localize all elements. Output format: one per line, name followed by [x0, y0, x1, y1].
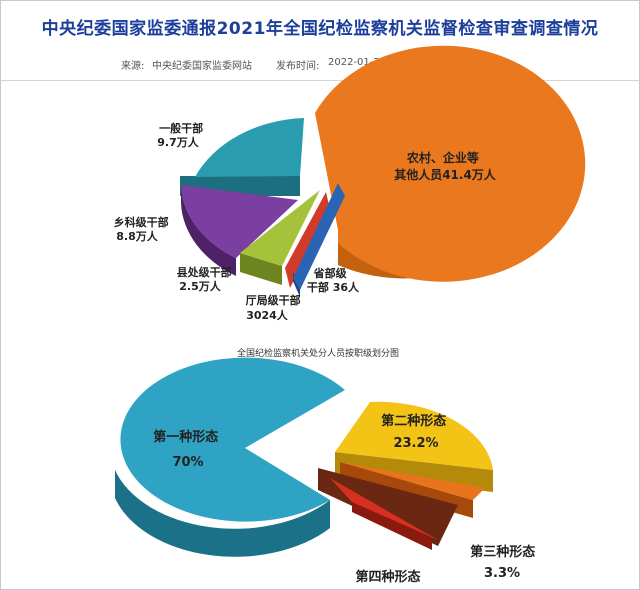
label-form1: 第一种形态 70%	[153, 429, 223, 470]
label-county-line1: 县处级干部	[177, 265, 232, 279]
slice-bureau	[285, 192, 330, 288]
slice-form2	[335, 401, 493, 470]
label-township: 乡科级干部 8.8万人	[114, 215, 173, 243]
label-form1-line1: 第一种形态	[153, 429, 218, 445]
label-form2: 第二种形态 23.2%	[381, 413, 451, 451]
label-township-line1: 乡科级干部	[114, 215, 169, 229]
label-bureau-line2: 3024人	[246, 308, 289, 322]
label-form2-line2: 23.2%	[393, 436, 438, 451]
slice-base	[318, 468, 458, 546]
label-rural: 农村、企业等 其他人员41.4万人	[394, 150, 497, 182]
label-bureau-line1: 厅局级干部	[246, 293, 301, 307]
label-general-line1: 一般干部	[159, 121, 203, 135]
slice-form1-side	[115, 470, 330, 557]
slice-form1	[120, 357, 345, 522]
slice-county-side	[240, 253, 282, 285]
source-label: 来源:	[121, 61, 145, 72]
label-form3-line2: 3.3%	[484, 566, 520, 581]
slice-township	[181, 185, 298, 258]
slice-township-side	[181, 185, 236, 276]
label-general: 一般干部 9.7万人	[157, 121, 207, 149]
label-ministerial-line2: 干部 36人	[307, 280, 360, 294]
label-bureau: 厅局级干部 3024人	[246, 293, 305, 322]
label-ministerial: 省部级 干部 36人	[307, 266, 360, 294]
slice-form3	[340, 462, 485, 500]
chart-caption: 全国纪检监察机关处分人员按职级划分图	[237, 347, 399, 359]
slice-form4	[330, 478, 438, 540]
label-ministerial-line1: 省部级	[313, 266, 348, 280]
slice-general	[195, 118, 304, 177]
label-form2-line1: 第二种形态	[381, 413, 446, 429]
label-form4: 第四种形态	[355, 569, 420, 585]
label-form4-line1: 第四种形态	[355, 569, 420, 585]
label-county: 县处级干部 2.5万人	[177, 265, 236, 293]
slice-ministerial	[293, 183, 345, 290]
label-general-line2: 9.7万人	[157, 135, 199, 149]
time-label: 发布时间:	[276, 61, 320, 72]
label-form1-line2: 70%	[172, 455, 203, 470]
slice-form2-side	[335, 452, 493, 492]
source-value: 中央纪委国家监委网站	[152, 61, 252, 72]
label-rural-line1: 农村、企业等	[406, 150, 479, 165]
chart-rank-pie: 农村、企业等 其他人员41.4万人 一般干部 9.7万人 乡科级干部 8.8万人…	[114, 45, 586, 322]
label-form3-line1: 第三种形态	[470, 544, 535, 560]
label-rural-line2: 其他人员41.4万人	[394, 167, 497, 182]
slice-rural	[315, 45, 586, 282]
page-title: 中央纪委国家监委通报2021年全国纪检监察机关监督检查审查调查情况	[41, 19, 599, 39]
chart-forms-pie: 第一种形态 70% 第二种形态 23.2% 第三种形态 3.3% 第四种形态	[115, 357, 540, 585]
label-county-line2: 2.5万人	[179, 279, 221, 293]
label-form3: 第三种形态 3.3%	[470, 544, 540, 581]
divider	[0, 80, 640, 81]
slice-form4-side	[352, 502, 432, 550]
label-township-line2: 8.8万人	[116, 229, 158, 243]
slice-county	[240, 190, 320, 266]
